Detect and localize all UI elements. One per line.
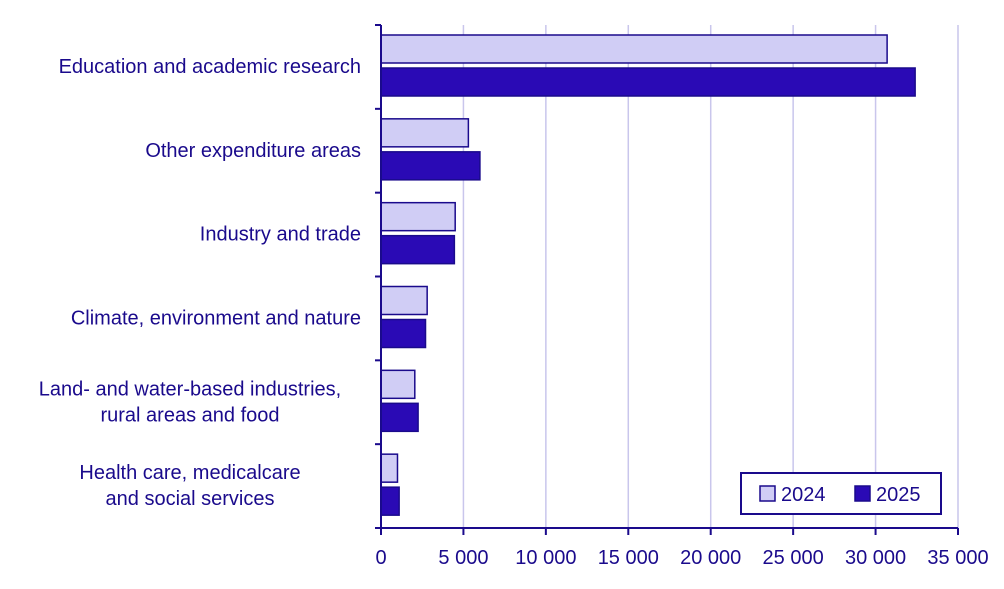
- bar-2025-3: [380, 318, 427, 349]
- bar-2024-2: [380, 201, 456, 232]
- x-tick-label-1: 5 000: [438, 547, 488, 569]
- bar-2024-5: [380, 453, 399, 483]
- legend-swatch-2024: [759, 485, 776, 502]
- x-tick-label-2: 10 000: [515, 547, 576, 569]
- bar-2024-0: [380, 34, 888, 64]
- x-tick-label-6: 30 000: [845, 547, 906, 569]
- bar-2025-4: [380, 402, 419, 433]
- category-label-1: Other expenditure areas: [145, 140, 361, 162]
- legend-label-2024: 2024: [781, 484, 826, 506]
- bar-2025-2: [380, 234, 456, 265]
- category-label-5-line-0: Health care, medicalcare: [79, 462, 300, 484]
- x-tick-label-5: 25 000: [763, 547, 824, 569]
- x-tick-label-0: 0: [375, 547, 386, 569]
- bar-2024-3: [380, 285, 428, 316]
- bar-2024-1: [380, 118, 470, 148]
- x-tick-label-7: 35 000: [927, 547, 988, 569]
- category-label-4-line-0: Land- and water-based industries,: [39, 378, 341, 400]
- bar-2025-1: [380, 151, 481, 181]
- category-label-3: Climate, environment and nature: [71, 307, 361, 329]
- bar-2025-0: [380, 67, 916, 97]
- bar-2025-5: [380, 486, 400, 516]
- x-tick-label-3: 15 000: [598, 547, 659, 569]
- category-label-5-line-1: and social services: [106, 488, 275, 510]
- category-label-0: Education and academic research: [59, 56, 361, 78]
- category-label-2: Industry and trade: [200, 224, 361, 246]
- legend-swatch-2025: [854, 485, 871, 502]
- x-tick-label-4: 20 000: [680, 547, 741, 569]
- category-label-4-line-1: rural areas and food: [100, 404, 279, 426]
- legend-label-2025: 2025: [876, 484, 921, 506]
- bar-2024-4: [380, 369, 416, 400]
